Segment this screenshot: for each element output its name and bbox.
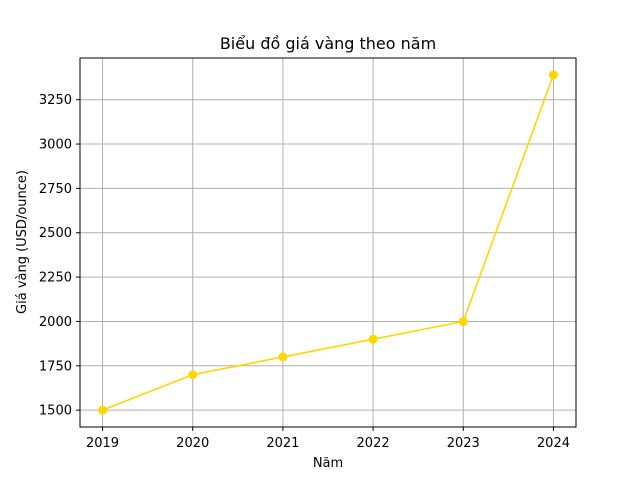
x-tick-label: 2020	[176, 436, 209, 451]
x-tick-label: 2021	[266, 436, 299, 451]
y-tick-label: 3250	[39, 93, 72, 108]
y-tick-label: 3000	[39, 138, 72, 153]
y-tick-label: 2500	[39, 226, 72, 241]
series	[98, 70, 558, 415]
y-tick-label: 1500	[39, 404, 72, 419]
series-line	[102, 74, 555, 411]
data-point	[98, 405, 108, 415]
x-tick-label: 2022	[357, 436, 390, 451]
x-axis-label: Năm	[313, 456, 343, 471]
data-point	[368, 334, 378, 344]
y-axis-label: Giá vàng (USD/ounce)	[15, 170, 30, 314]
y-tick-label: 2750	[39, 182, 72, 197]
x-tick-label: 2019	[86, 436, 119, 451]
x-tick-label: 2023	[447, 436, 480, 451]
data-point	[278, 352, 288, 362]
y-tick-label: 2000	[39, 315, 72, 330]
chart-title: Biểu đồ giá vàng theo năm	[220, 34, 436, 53]
y-tick-label: 2250	[39, 271, 72, 286]
grid	[80, 58, 576, 427]
data-point	[188, 370, 198, 380]
axis-ticks: 1500 1750 2000 2250 2500 2750 3000 3250 2019 2020…	[39, 93, 570, 451]
data-point	[548, 70, 558, 80]
data-point	[458, 316, 468, 326]
plot-area	[79, 57, 577, 428]
x-tick-label: 2024	[537, 436, 570, 451]
y-tick-label: 1750	[39, 359, 72, 374]
